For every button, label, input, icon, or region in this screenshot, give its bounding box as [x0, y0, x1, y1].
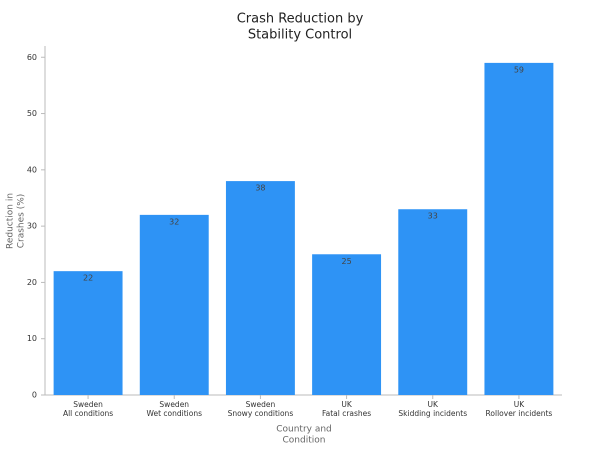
x-tick-label: UK	[514, 400, 525, 409]
y-tick-label: 0	[32, 391, 37, 400]
x-tick-label: Fatal crashes	[322, 409, 371, 418]
x-tick-label: Sweden	[73, 400, 103, 409]
bar	[139, 214, 209, 395]
x-tick-label: Skidding incidents	[398, 409, 467, 418]
y-tick-label: 60	[27, 53, 37, 62]
data-label: 22	[83, 274, 93, 283]
data-label: 25	[341, 257, 351, 266]
x-tick-label: Snowy conditions	[228, 409, 294, 418]
y-tick-label: 20	[27, 278, 37, 287]
x-tick-label: Sweden	[246, 400, 276, 409]
bar	[398, 209, 468, 395]
bar	[312, 254, 382, 395]
data-label: 33	[428, 212, 438, 221]
y-tick-label: 50	[27, 109, 37, 118]
bar	[225, 181, 295, 395]
y-tick-label: 10	[27, 334, 37, 343]
data-label: 32	[169, 217, 179, 226]
x-axis-label: Country and	[276, 425, 332, 435]
chart-title: Crash Reduction by	[237, 12, 364, 27]
x-tick-label: Wet conditions	[147, 409, 203, 418]
y-tick-label: 40	[27, 165, 37, 174]
data-label: 59	[514, 65, 524, 74]
bar	[53, 271, 123, 395]
bar	[484, 62, 554, 396]
x-tick-label: All conditions	[63, 409, 113, 418]
y-tick-label: 30	[27, 222, 37, 231]
x-tick-label: UK	[341, 400, 352, 409]
x-axis-label: Condition	[283, 436, 326, 446]
data-label: 38	[255, 184, 265, 193]
y-axis-label-line: Crashes (%)	[17, 194, 27, 249]
x-tick-label: Rollover incidents	[486, 409, 553, 418]
x-tick-label: UK	[428, 400, 439, 409]
y-axis-label: Reduction in Crashes (%)	[6, 193, 27, 249]
x-tick-label: Sweden	[159, 400, 189, 409]
y-axis-label-line: Reduction in	[6, 193, 16, 249]
chart-title: Stability Control	[248, 28, 352, 43]
